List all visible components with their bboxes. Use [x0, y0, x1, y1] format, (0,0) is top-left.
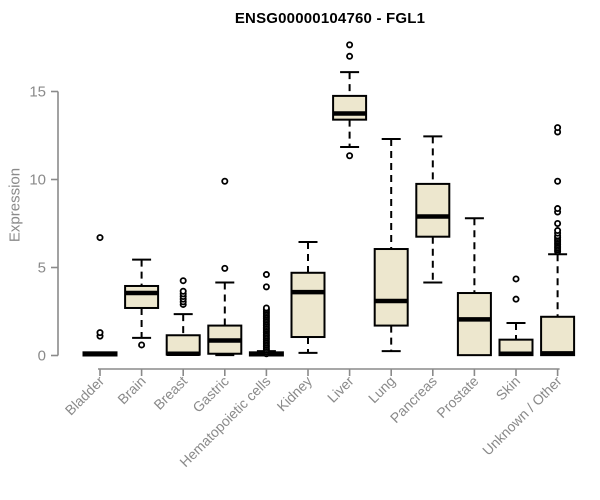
- box-bladder: [82, 234, 118, 357]
- iqr-box: [456, 292, 492, 357]
- box-skin: [498, 275, 534, 357]
- x-tick-label: Skin: [493, 373, 524, 404]
- x-tick-label: Liver: [324, 373, 357, 406]
- x-tick-label: Lung: [365, 373, 398, 406]
- box-prostate: [456, 217, 492, 357]
- outlier-point: [179, 277, 187, 285]
- outlier-point: [554, 205, 562, 213]
- outlier-point: [221, 264, 229, 272]
- iqr-box: [540, 315, 576, 357]
- outlier-point: [96, 234, 104, 242]
- outlier-point: [346, 52, 354, 60]
- outlier-point: [512, 295, 520, 303]
- chart-title: ENSG00000104760 - FGL1: [234, 10, 426, 27]
- box-kidney: [290, 240, 326, 354]
- iqr-box: [290, 271, 326, 339]
- box-breast: [165, 277, 201, 356]
- iqr-box: [124, 284, 160, 309]
- y-tick-label: 5: [38, 260, 46, 277]
- outlier-point: [96, 329, 104, 337]
- outlier-point: [554, 124, 562, 132]
- box-liver: [332, 41, 368, 160]
- box-hematopoietic-cells: [248, 271, 284, 358]
- outlier-point: [512, 275, 520, 283]
- y-tick-label: 0: [38, 348, 46, 365]
- outlier-point: [221, 177, 229, 185]
- outlier-point: [262, 283, 270, 291]
- iqr-box: [415, 182, 451, 238]
- outlier-point: [554, 227, 562, 235]
- outlier-point: [554, 219, 562, 227]
- x-tick-label: Brain: [114, 373, 148, 407]
- iqr-box: [332, 94, 368, 121]
- outlier-point: [346, 152, 354, 160]
- box-unknown-other: [540, 124, 576, 357]
- box-brain: [124, 258, 160, 349]
- x-tick-label: Breast: [150, 373, 190, 413]
- x-tick-label: Kidney: [274, 373, 316, 415]
- iqr-box: [373, 248, 409, 327]
- outlier-point: [346, 41, 354, 49]
- box-pancreas: [415, 135, 451, 284]
- x-tick-label: Unknown / Other: [479, 373, 565, 459]
- box-gastric: [207, 177, 243, 357]
- y-tick-label: 15: [29, 84, 46, 101]
- x-tick-label: Prostate: [433, 373, 481, 421]
- outlier-point: [179, 287, 187, 295]
- y-tick-label: 10: [29, 172, 46, 189]
- x-tick-label: Bladder: [62, 373, 108, 419]
- outlier-point: [138, 341, 146, 349]
- box-lung: [373, 138, 409, 353]
- outlier-point: [262, 304, 270, 312]
- outlier-point: [262, 271, 270, 279]
- outlier-point: [554, 177, 562, 185]
